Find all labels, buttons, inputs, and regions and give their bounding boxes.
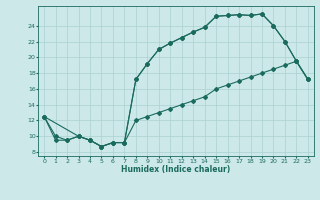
X-axis label: Humidex (Indice chaleur): Humidex (Indice chaleur) <box>121 165 231 174</box>
